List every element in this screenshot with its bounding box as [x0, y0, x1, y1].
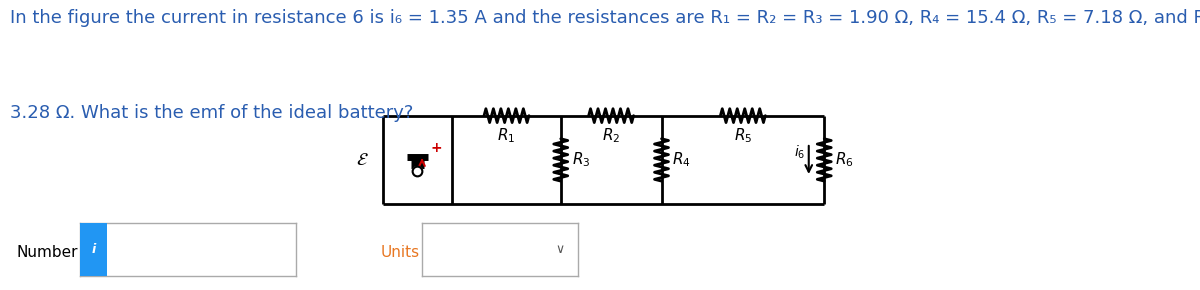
Text: $R_4$: $R_4$ — [672, 151, 691, 169]
Text: $R_5$: $R_5$ — [733, 126, 752, 145]
Text: 3.28 Ω. What is the emf of the ideal battery?: 3.28 Ω. What is the emf of the ideal bat… — [10, 104, 413, 122]
Text: $R_1$: $R_1$ — [497, 126, 516, 145]
Text: Number: Number — [17, 245, 78, 260]
Text: +: + — [431, 141, 442, 155]
Text: ∨: ∨ — [556, 243, 564, 256]
Text: $\mathcal{E}$: $\mathcal{E}$ — [356, 151, 368, 169]
Text: Units: Units — [380, 245, 420, 260]
Text: $R_6$: $R_6$ — [835, 151, 854, 169]
Text: $i_6$: $i_6$ — [794, 144, 805, 161]
Text: In the figure the current in resistance 6 is i₆ = 1.35 A and the resistances are: In the figure the current in resistance … — [10, 9, 1200, 27]
Text: $R_2$: $R_2$ — [602, 126, 620, 145]
Text: $R_3$: $R_3$ — [571, 151, 590, 169]
Text: i: i — [91, 243, 96, 256]
